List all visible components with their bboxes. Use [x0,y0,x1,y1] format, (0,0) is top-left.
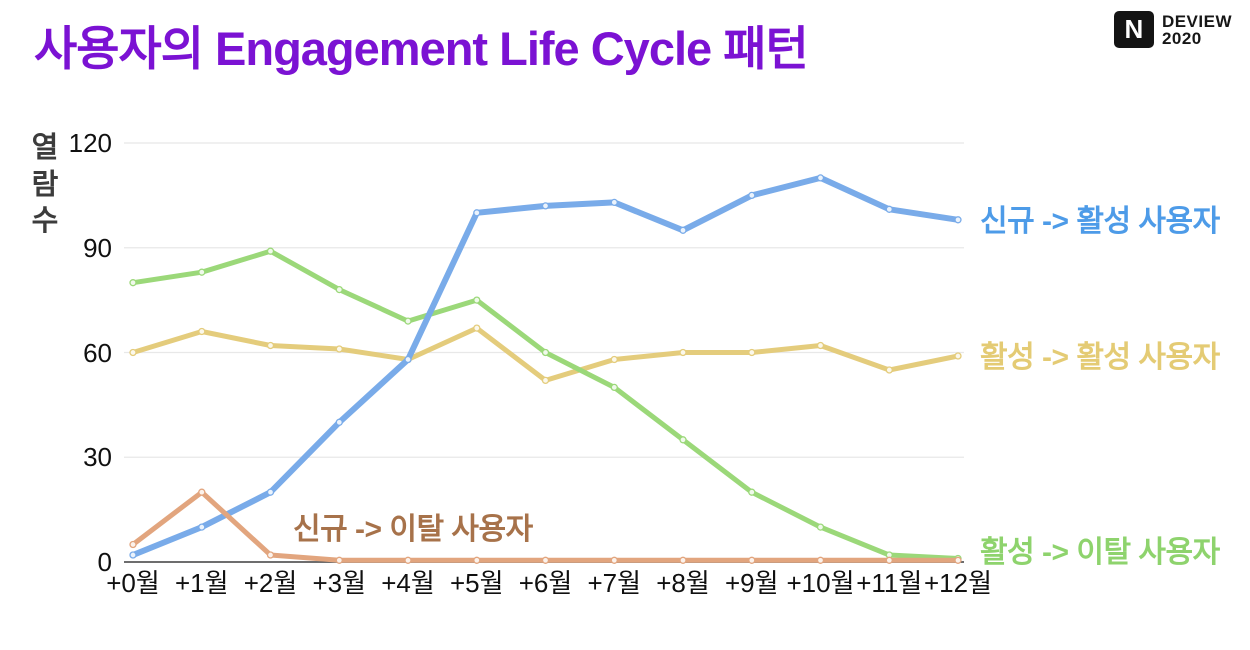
x-tick-label: +5월 [449,568,504,598]
series-0 [129,174,962,559]
page-title: 사용자의 Engagement Life Cycle 패턴 [34,22,809,75]
data-point-marker [266,341,275,350]
data-point-marker [541,556,550,564]
series-3 [129,488,962,564]
data-point-marker [198,523,206,531]
data-point-marker [679,348,687,357]
data-point-marker [473,556,481,564]
data-point-marker [129,551,137,559]
y-axis-title: 열람수 [31,132,59,238]
data-point-marker [541,202,550,210]
data-point-marker [335,418,343,426]
naver-n-icon: N [1113,11,1154,48]
data-point-marker [473,324,481,332]
data-point-marker [954,352,962,360]
series-label-active-to-churn: 활성 -> 이탈 사용자 [980,536,1220,569]
data-point-marker [610,355,618,364]
data-point-marker [679,436,687,444]
data-point-marker [885,205,893,213]
data-point-marker [198,488,206,496]
series-label-new-to-active: 신규 -> 활성 사용자 [980,205,1220,238]
data-point-marker [816,556,825,564]
data-point-marker [129,348,137,357]
x-tick-label: +9월 [724,568,779,598]
logo-line-year: 2020 [1161,28,1202,48]
x-tick-label: +11월 [856,568,923,598]
data-point-marker [748,191,756,200]
y-tick-label: 0 [97,547,112,577]
data-point-marker [610,198,618,207]
data-point-marker [610,383,618,392]
data-point-marker [954,216,962,224]
data-point-marker [679,226,687,234]
x-tick-label: +3월 [312,568,367,598]
y-tick-label: 30 [83,442,112,473]
data-point-marker [954,556,962,564]
x-tick-label: +6월 [518,568,573,598]
x-tick-label: +2월 [243,568,298,598]
data-point-marker [335,345,343,353]
x-tick-label: +0월 [106,568,160,598]
series-label-new-to-churn: 신규 -> 이탈 사용자 [293,513,533,546]
y-tick-label: 90 [83,232,112,263]
data-point-marker [266,488,275,496]
data-point-marker [610,556,618,564]
data-point-marker [335,556,343,564]
data-point-marker [748,348,756,357]
data-point-marker [335,285,343,294]
data-point-marker [816,523,825,531]
deview-2020-logo: N DEVIEW 2020 [1113,11,1232,48]
x-tick-label: +10월 [786,568,855,598]
data-point-marker [198,327,206,336]
data-point-marker [679,556,687,564]
x-tick-label: +7월 [587,568,642,598]
data-point-marker [129,540,137,549]
x-tick-label: +1월 [174,568,229,598]
data-point-marker [885,556,893,564]
x-tick-label: +4월 [381,568,435,598]
data-point-marker [816,341,825,350]
series-line [130,174,961,558]
data-point-marker [266,247,275,255]
series-label-active-to-active: 활성 -> 활성 사용자 [980,341,1220,374]
data-point-marker [541,376,550,385]
data-point-marker [748,556,756,564]
x-tick-label: +8월 [656,568,710,598]
logo-line-deview: DEVIEW [1161,11,1232,31]
data-point-marker [404,355,412,364]
data-point-marker [198,268,206,276]
data-point-marker [748,488,756,496]
x-tick-label: +12월 [923,568,993,598]
data-point-marker [404,317,412,325]
data-point-marker [129,279,137,287]
data-point-marker [473,296,481,304]
data-point-marker [885,366,893,374]
data-point-marker [404,556,412,564]
data-point-marker [473,209,481,217]
data-point-marker [266,551,275,559]
series-2 [129,247,962,563]
logo-text: DEVIEW 2020 [1162,13,1232,47]
series-line [130,248,961,561]
data-point-marker [541,348,550,357]
data-point-marker [816,174,825,182]
y-tick-label: 60 [83,337,112,368]
y-tick-label: 120 [68,128,112,158]
